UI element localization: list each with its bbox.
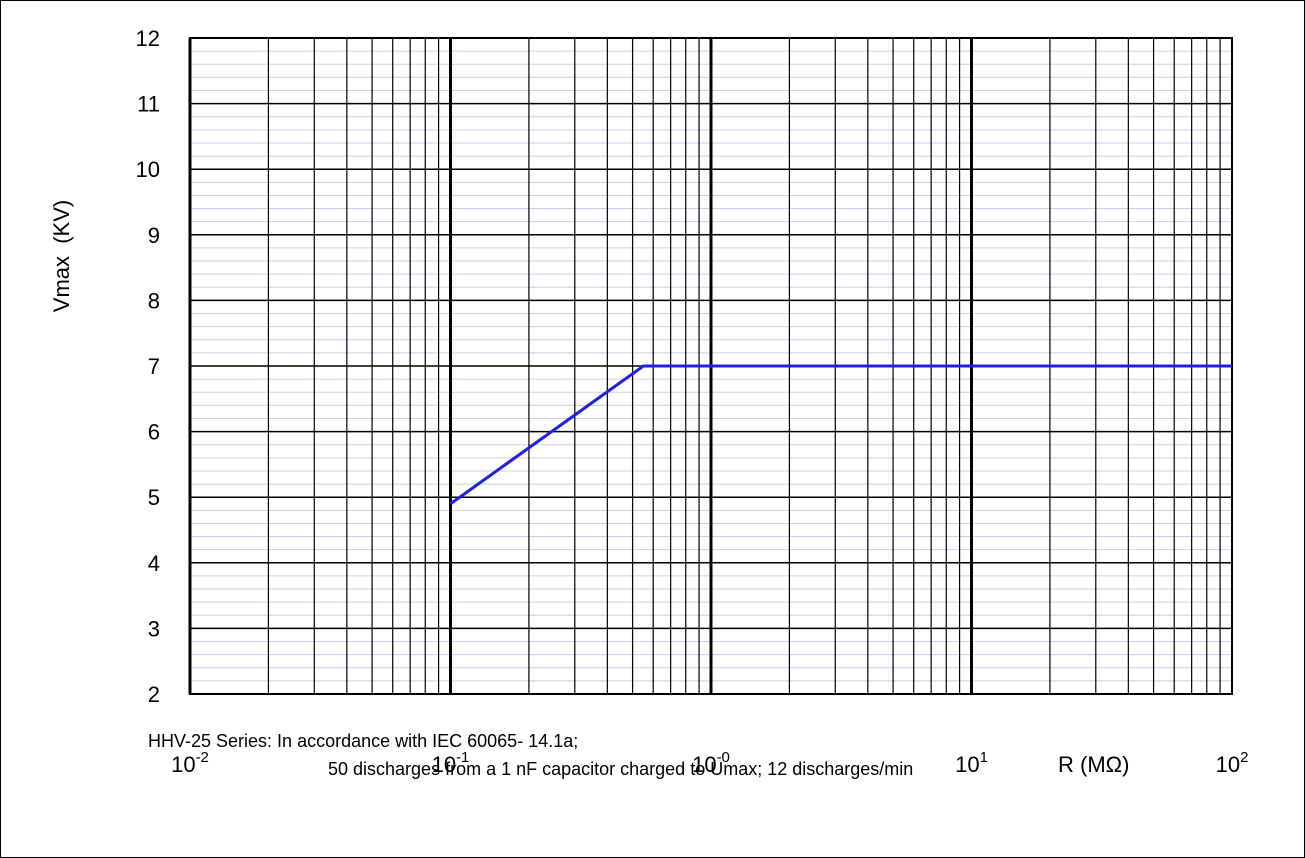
series-layer — [449, 364, 1232, 506]
series-line-0 — [449, 364, 1232, 506]
x-tick-label: 101 — [955, 749, 988, 777]
x-axis-label: R (MΩ) — [1058, 752, 1129, 777]
x-tick-label: 10-0 — [692, 749, 730, 777]
y-tick-label: 4 — [148, 551, 160, 576]
y-tick-label: 9 — [148, 223, 160, 248]
x-tick-label: 10-2 — [171, 749, 209, 777]
y-tick-label: 6 — [148, 420, 160, 445]
footnote-line-2: 50 discharges from a 1 nF capacitor char… — [328, 759, 914, 779]
x-tick-label: 102 — [1216, 749, 1249, 777]
x-tick-label: 10-1 — [432, 749, 470, 777]
y-tick-label: 3 — [148, 616, 160, 641]
y-tick-label: 8 — [148, 288, 160, 313]
y-tick-label: 5 — [148, 485, 160, 510]
x-tick-labels: 10-2 10-1 10-0 101 102 — [171, 749, 1248, 777]
y-tick-label: 10 — [136, 157, 160, 182]
y-axis-label: Vmax (KV) — [49, 200, 74, 312]
y-tick-label: 2 — [148, 682, 160, 707]
footnote-line-1: HHV-25 Series: In accordance with IEC 60… — [148, 731, 579, 751]
y-tick-label: 11 — [137, 92, 160, 117]
y-tick-label: 12 — [136, 26, 160, 51]
y-tick-label: 7 — [148, 354, 160, 379]
y-tick-labels: 2 3 4 5 6 7 8 9 10 11 12 — [136, 26, 160, 707]
